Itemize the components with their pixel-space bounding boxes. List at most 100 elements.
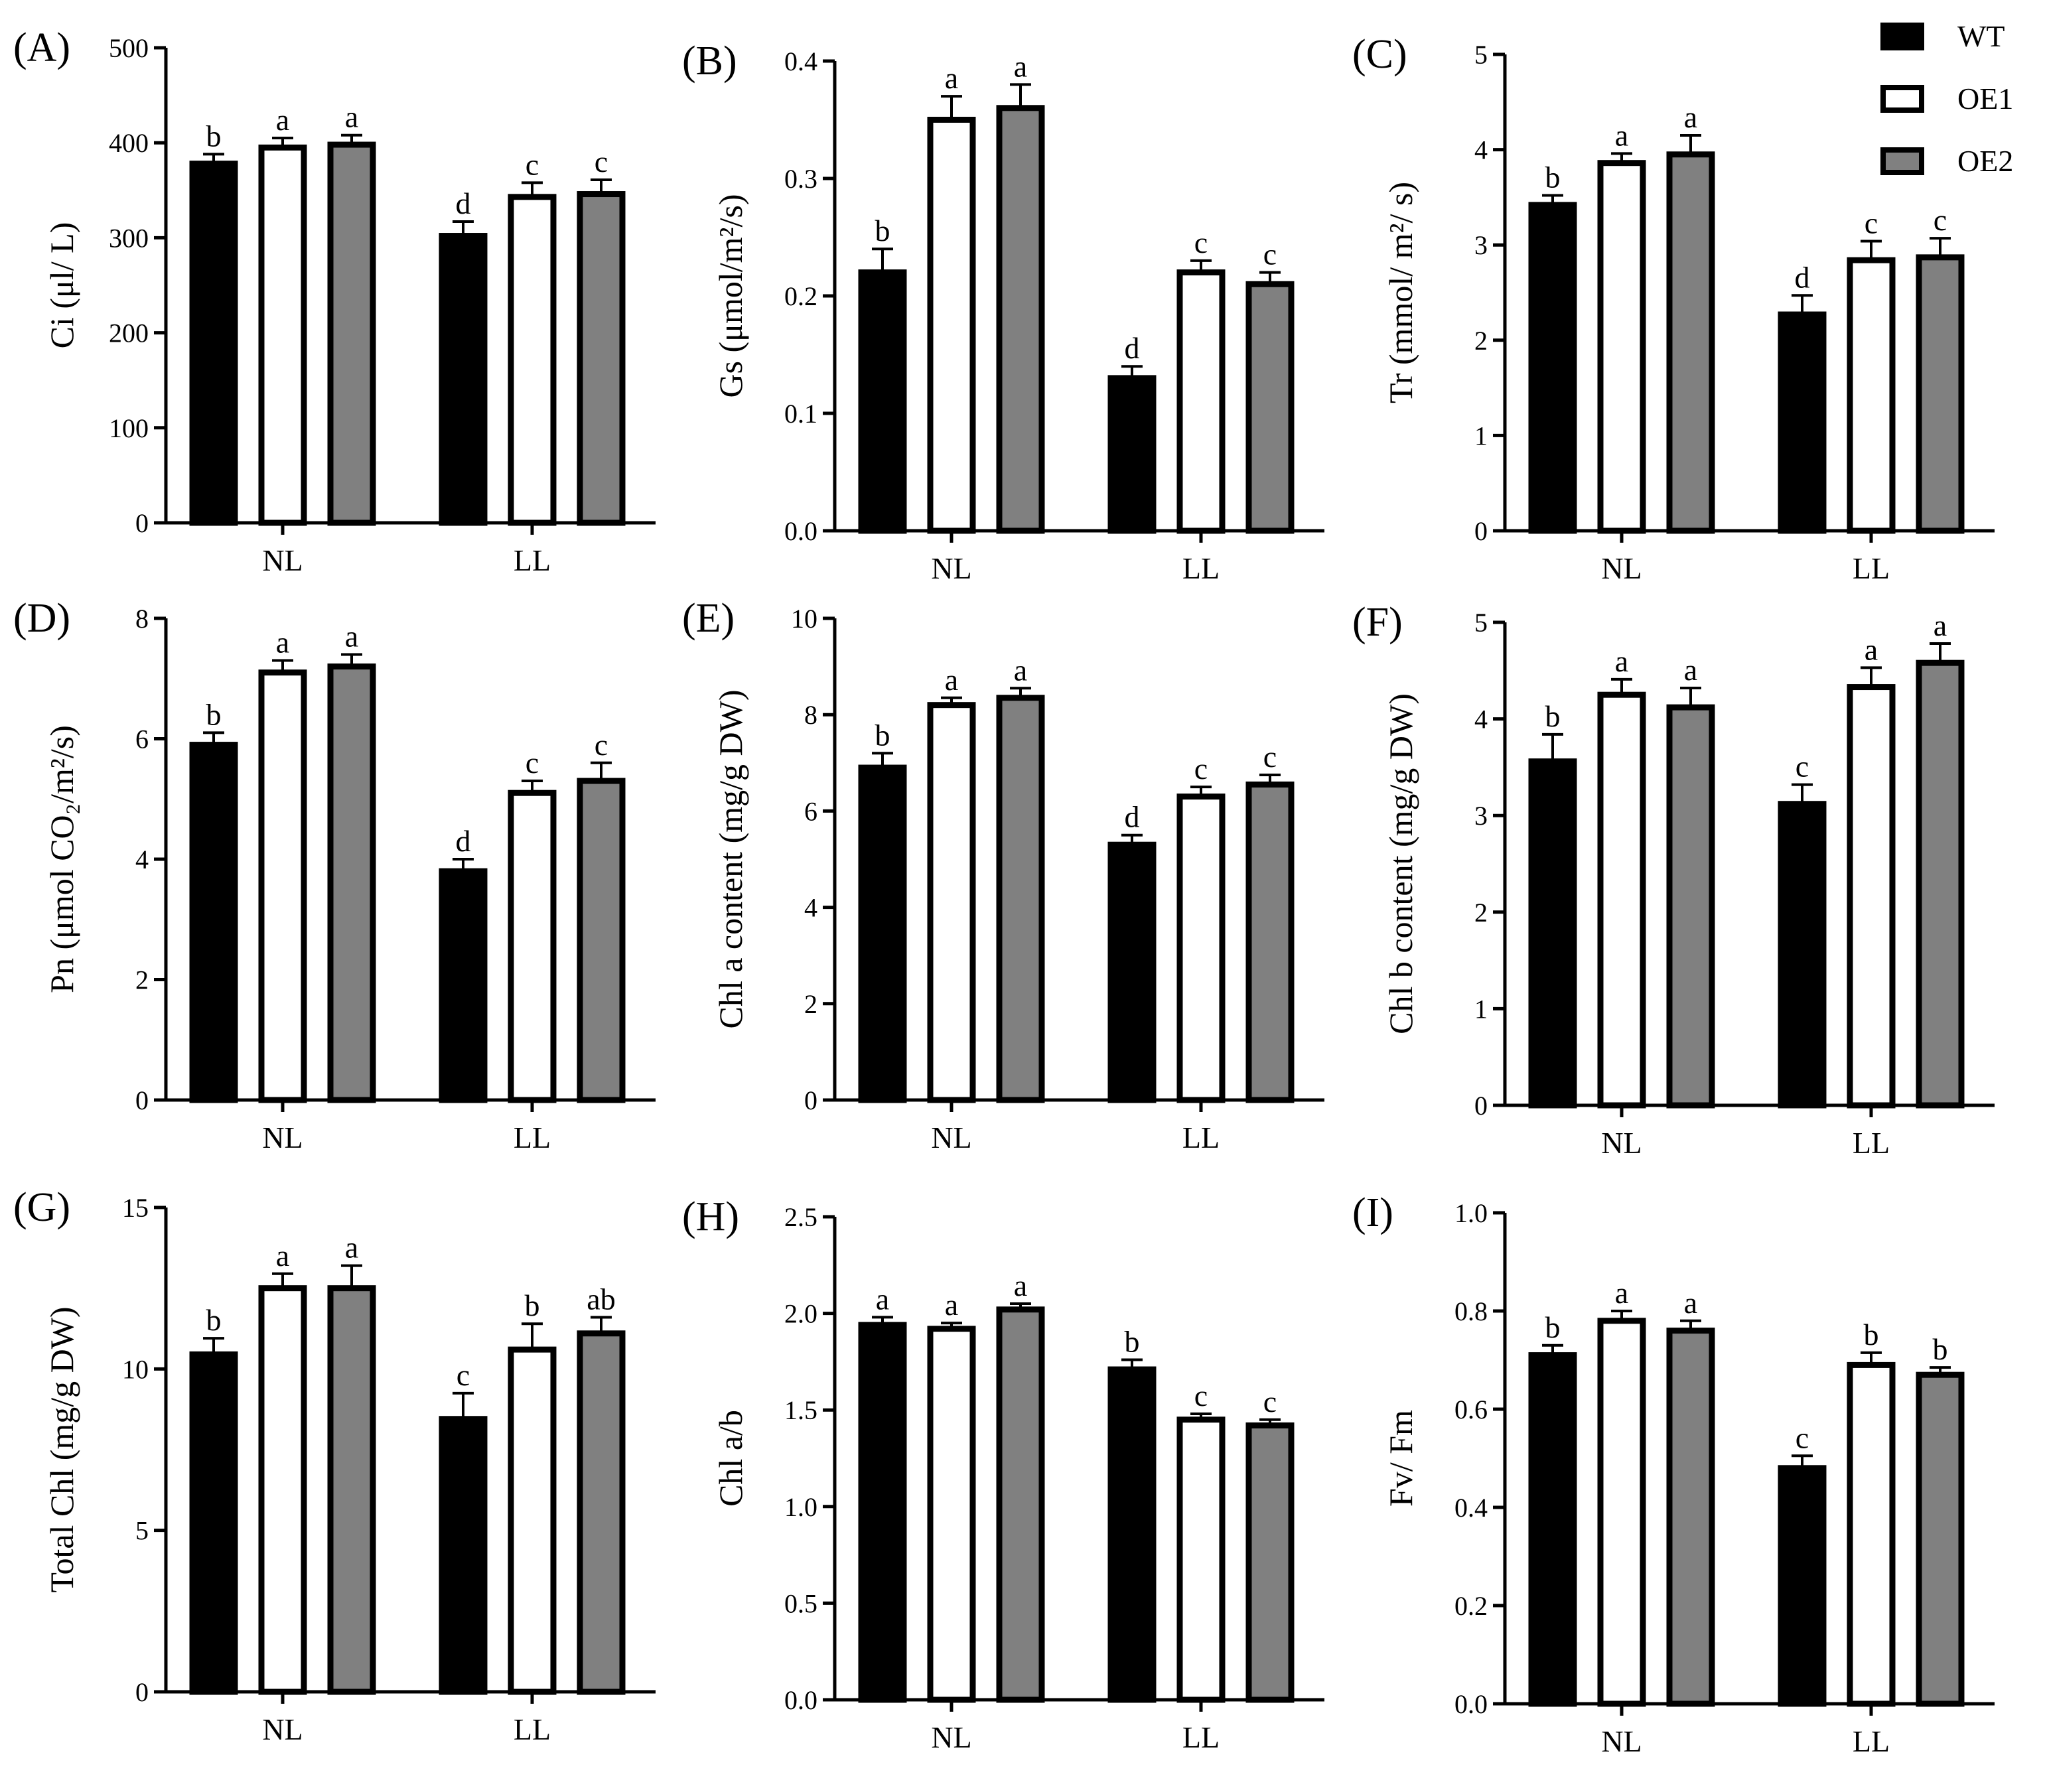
bar-wt-ll — [1778, 311, 1827, 534]
y-tick-label: 0.4 — [1454, 1493, 1488, 1523]
significance-letter: b — [206, 119, 222, 153]
bar-oe1-nl — [258, 669, 307, 1103]
bar-oe1-ll — [508, 1346, 557, 1695]
y-tick-label: 2 — [804, 989, 817, 1019]
panel-b: (B) Gs (μmol/m²/s) 0.0 0.1 0.2 0.3 0.4 b a a NL d c c… — [682, 38, 1324, 585]
y-tick-label: 5 — [1474, 40, 1488, 70]
bar-oe1-nl — [927, 117, 976, 534]
panel-label: (D) — [13, 596, 70, 641]
significance-letter: a — [945, 61, 958, 95]
y-tick-label: 0 — [135, 508, 149, 538]
significance-letter: d — [1125, 800, 1140, 834]
x-tick-label: NL — [262, 1712, 303, 1746]
significance-letter: c — [1796, 1420, 1809, 1454]
bar-wt-nl — [1528, 202, 1577, 534]
significance-letter: c — [1194, 1379, 1208, 1413]
bar-oe1-ll — [508, 194, 557, 526]
bar-wt-nl — [189, 742, 238, 1103]
y-axis-title: Chl a content (mg/g DW) — [712, 690, 749, 1029]
bar-oe2-ll — [1916, 254, 1965, 534]
legend-swatch-wt — [1880, 23, 1924, 50]
bar-wt-ll — [1107, 1366, 1157, 1703]
x-tick-label: NL — [931, 551, 971, 585]
legend-label-oe2: OE2 — [1957, 144, 2013, 178]
y-axis-title: Fv/ Fm — [1382, 1410, 1419, 1507]
significance-letter: b — [875, 718, 890, 752]
significance-letter: ab — [587, 1282, 615, 1316]
bar-oe1-nl — [1597, 160, 1646, 534]
bar-wt-ll — [1778, 801, 1827, 1109]
significance-letter: b — [1864, 1318, 1879, 1351]
bar-oe2-nl — [327, 141, 376, 526]
significance-letter: a — [276, 1239, 289, 1273]
y-axis-title: Ci (μl/ L) — [43, 222, 80, 349]
significance-letter: a — [945, 663, 958, 697]
x-tick-label: LL — [1853, 1724, 1890, 1758]
significance-letter: c — [526, 147, 539, 181]
panel-label: (C) — [1352, 32, 1407, 77]
significance-letter: a — [1014, 49, 1027, 83]
y-tick-label: 100 — [109, 413, 149, 443]
y-tick-label: 2.5 — [784, 1202, 817, 1232]
significance-letter: d — [1125, 331, 1140, 365]
bar-oe2-ll — [1916, 1371, 1965, 1707]
bar-oe2-ll — [577, 1330, 626, 1695]
y-tick-label: 6 — [135, 724, 149, 754]
y-axis-title: Chl b content (mg/g DW) — [1382, 693, 1419, 1034]
y-tick-label: 4 — [1474, 135, 1488, 165]
significance-letter: b — [1933, 1332, 1948, 1366]
x-tick-label: LL — [1182, 1121, 1220, 1154]
significance-letter: b — [206, 1303, 222, 1337]
y-axis-title: Gs (μmol/m²/s) — [712, 194, 749, 397]
y-tick-label: 200 — [109, 318, 149, 348]
significance-letter: a — [1615, 1276, 1628, 1310]
bar-wt-ll — [439, 233, 488, 526]
y-tick-label: 3 — [1474, 230, 1488, 260]
bar-wt-nl — [858, 764, 907, 1103]
significance-letter: a — [1865, 632, 1878, 666]
panel-c: (C) Tr (mmol/ m²/ s) 0 1 2 3 4 5 b a a NL d c c LL — [1352, 32, 1995, 585]
bar-oe1-ll — [1847, 684, 1896, 1109]
bar-oe1-nl — [1597, 691, 1646, 1109]
y-axis-title: Tr (mmol/ m²/ s) — [1382, 182, 1419, 403]
significance-letter: c — [526, 746, 539, 780]
y-tick-label: 0.2 — [1454, 1591, 1488, 1621]
bar-oe1-ll — [1847, 1361, 1896, 1707]
y-tick-label: 0 — [1474, 516, 1488, 546]
x-tick-label: LL — [1182, 551, 1220, 585]
x-tick-label: NL — [931, 1121, 971, 1154]
bar-oe1-ll — [1176, 793, 1226, 1103]
significance-letter: a — [345, 619, 358, 653]
significance-letter: a — [1014, 1269, 1027, 1302]
panel-label: (G) — [13, 1185, 70, 1230]
y-tick-label: 500 — [109, 33, 149, 63]
y-tick-label: 0 — [135, 1677, 149, 1707]
bar-wt-nl — [1528, 1352, 1577, 1707]
significance-letter: c — [457, 1358, 470, 1392]
bar-wt-nl — [858, 269, 907, 534]
significance-letter: b — [1545, 699, 1561, 733]
significance-letter: c — [1796, 750, 1809, 784]
significance-letter: c — [1194, 226, 1208, 259]
panel-label: (B) — [682, 38, 737, 84]
bar-oe1-nl — [258, 1285, 307, 1695]
panel-d: (D) Pn (μmol CO₂/m²/s) 0 2 4 6 8 b a a NL d c c LL — [13, 596, 656, 1154]
y-tick-label: 0.0 — [1454, 1689, 1488, 1719]
significance-letter: b — [525, 1288, 540, 1322]
bar-oe2-nl — [1666, 1328, 1715, 1707]
x-tick-label: NL — [1601, 1126, 1642, 1160]
bar-oe1-nl — [1597, 1318, 1646, 1707]
bar-oe2-ll — [1245, 1422, 1295, 1703]
panel-i: (I) Fv/ Fm 0.0 0.2 0.4 0.6 0.8 1.0 b a a NL c b b LL — [1352, 1190, 1995, 1758]
bar-oe1-ll — [508, 790, 557, 1103]
bar-oe2-ll — [1916, 659, 1965, 1109]
bar-oe2-ll — [1245, 781, 1295, 1103]
y-tick-label: 10 — [791, 604, 817, 634]
x-tick-label: NL — [1601, 1724, 1642, 1758]
legend-label-wt: WT — [1957, 19, 2005, 53]
bar-wt-ll — [439, 868, 488, 1103]
significance-letter: c — [1263, 1385, 1277, 1418]
y-tick-label: 4 — [135, 845, 149, 874]
y-tick-label: 5 — [1474, 608, 1488, 638]
y-tick-label: 0.1 — [784, 399, 817, 429]
